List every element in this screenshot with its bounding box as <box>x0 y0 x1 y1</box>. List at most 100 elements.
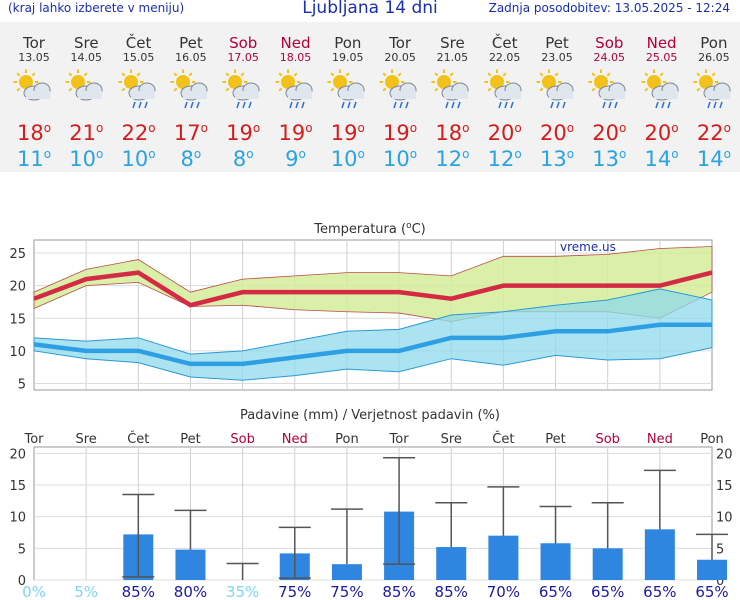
probability-label: 85% <box>122 583 155 600</box>
sun-cloud-rain-icon <box>583 69 635 111</box>
precipitation-bar <box>697 559 727 580</box>
sun-cloud-icon <box>60 69 112 111</box>
day-date: 19.05 <box>332 51 364 64</box>
temp-low: 13o <box>539 147 575 171</box>
forecast-day: Sob 24.05 20o 13o <box>583 22 635 173</box>
forecast-day: Pon 19.05 19o 10o <box>322 22 374 173</box>
probability-label: 75% <box>278 583 311 600</box>
probability-label: 70% <box>487 583 520 600</box>
forecast-day: Tor 13.05 18o 11o <box>8 22 60 173</box>
y-tick-label-left: 5 <box>18 542 26 557</box>
forecast-day: Pon 26.05 22o 14o <box>688 22 740 173</box>
day-name: Sob <box>595 34 624 52</box>
probability-label: 65% <box>591 583 624 600</box>
temp-high: 19o <box>278 121 313 145</box>
sun-cloud-rain-icon <box>165 69 217 111</box>
y-tick-label: 10 <box>9 345 26 360</box>
precipitation-chart-title: Padavine (mm) / Verjetnost padavin (%) <box>240 408 500 423</box>
day-date: 24.05 <box>593 51 626 64</box>
precipitation-bar <box>592 548 623 580</box>
sun-cloud-rain-icon <box>374 69 426 111</box>
day-name: Pet <box>545 34 569 52</box>
sun-cloud-rain-icon <box>479 69 531 111</box>
day-date: 23.05 <box>541 51 573 64</box>
probability-label: 65% <box>539 583 572 600</box>
forecast-day: Sre 14.05 21o 10o <box>60 22 112 173</box>
day-date: 16.05 <box>175 51 207 64</box>
max-temp-line <box>33 270 713 308</box>
y-tick-label-left: 20 <box>9 447 26 462</box>
day-date: 17.05 <box>227 51 259 64</box>
temp-low: 10o <box>383 147 418 171</box>
x-day-label: Sre <box>75 432 96 447</box>
probability-label: 80% <box>174 583 207 600</box>
sun-cloud-rain-icon <box>217 69 269 111</box>
sun-cloud-rain-icon <box>426 69 478 111</box>
temp-low: 9o <box>285 147 306 171</box>
partly-cloudy-icon <box>8 69 60 111</box>
y-tick-label-right: 10 <box>716 511 733 526</box>
y-tick-label-left: 10 <box>9 511 26 526</box>
x-day-label: Ned <box>282 432 308 447</box>
temp-low: 10o <box>69 147 104 171</box>
forecast-day: Ned 25.05 20o 14o <box>636 22 688 173</box>
day-name: Pon <box>334 34 362 52</box>
day-name: Sob <box>229 34 258 52</box>
header: (kraj lahko izberete v meniju) Ljubljana… <box>0 0 740 20</box>
day-name: Pet <box>179 34 203 52</box>
day-date: 14.05 <box>70 51 103 64</box>
precipitation-bar <box>436 547 467 580</box>
precipitation-bar <box>488 535 519 580</box>
forecast-day: Ned 18.05 19o 9o <box>270 22 322 173</box>
day-date: 21.05 <box>436 51 469 64</box>
y-tick-label-left: 15 <box>9 479 26 494</box>
x-day-label: Pet <box>545 432 565 447</box>
sun-cloud-rain-icon <box>636 69 688 111</box>
day-date: 20.05 <box>384 51 416 64</box>
probability-label: 75% <box>330 583 363 600</box>
x-day-label: Pon <box>335 432 359 447</box>
y-tick-label-right: 20 <box>716 447 733 462</box>
x-day-label: Tor <box>389 432 410 447</box>
temp-low: 10o <box>330 147 365 171</box>
forecast-day: Sre 21.05 18o 12o <box>426 22 478 173</box>
temp-high: 20o <box>592 121 627 145</box>
x-day-label: Čet <box>127 431 149 447</box>
page-title: Ljubljana 14 dni <box>302 0 438 18</box>
temp-high: 22o <box>121 121 156 145</box>
day-date: 25.05 <box>645 51 678 64</box>
credit-label: vreme.us <box>560 240 616 254</box>
temp-low: 12o <box>487 147 522 171</box>
x-day-label: Pet <box>180 432 200 447</box>
day-name: Tor <box>389 34 412 52</box>
x-day-label: Čet <box>492 431 514 447</box>
x-day-label: Sob <box>595 432 619 447</box>
y-tick-label: 15 <box>9 312 26 327</box>
temp-high: 20o <box>487 121 522 145</box>
temp-high: 18o <box>16 121 52 145</box>
temp-low: 8o <box>232 147 254 171</box>
probability-label: 85% <box>435 583 468 600</box>
temp-low: 10o <box>121 147 156 171</box>
last-update: Zadnja posodobitev: 13.05.2025 - 12:24 <box>488 1 730 15</box>
probability-label: 0% <box>22 583 46 600</box>
day-name: Ned <box>280 34 311 52</box>
temp-high: 20o <box>644 121 679 145</box>
location-hint: (kraj lahko izberete v meniju) <box>8 1 185 15</box>
precipitation-bar <box>331 564 362 580</box>
day-name: Pon <box>700 34 728 52</box>
sun-cloud-rain-icon <box>531 69 583 111</box>
y-tick-label: 5 <box>18 377 26 392</box>
probability-label: 85% <box>382 583 415 600</box>
temp-high: 19o <box>383 121 418 145</box>
day-date: 15.05 <box>122 51 155 64</box>
x-day-label: Sob <box>230 432 254 447</box>
temp-low: 14o <box>696 147 731 171</box>
temp-high: 19o <box>330 121 365 145</box>
day-date: 26.05 <box>698 51 730 64</box>
temp-high: 17o <box>173 121 208 145</box>
x-day-label: Tor <box>23 432 44 447</box>
forecast-day: Čet 22.05 20o 12o <box>479 22 531 173</box>
x-day-label: Ned <box>647 432 673 447</box>
